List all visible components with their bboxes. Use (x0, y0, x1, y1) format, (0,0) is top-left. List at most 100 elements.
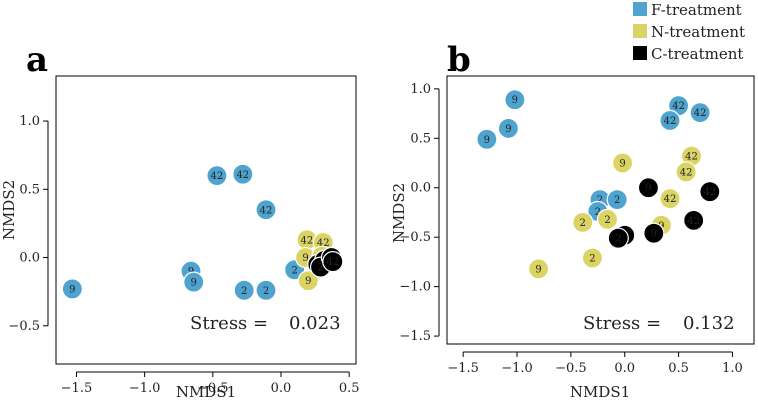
panel-a-point-f-treatment (255, 279, 277, 301)
panel-b-point-label: 9 (505, 124, 511, 135)
panel-b-point-c-treatment (607, 227, 629, 249)
panel-a-point-label: 2 (291, 265, 297, 276)
legend-swatch-n (633, 24, 647, 38)
panel-b-y-tick-label: 0.5 (410, 131, 431, 146)
panel-b-stress-label: Stress = (583, 313, 661, 334)
panel-b-point-c-treatment (643, 222, 665, 244)
panel-a-point-f-treatment (232, 163, 254, 185)
panel-a-point-label: 9 (191, 278, 197, 289)
panel-b-point-f-treatment (606, 189, 628, 211)
panel-a-plot-frame (55, 75, 357, 365)
panel-b: b −1.5 −1.0 −0.5 0.0 0.5 1.0 −1.5 −1.0 −0.5 0.0 0.… (390, 40, 755, 401)
panel-b-point-label: 9 (645, 183, 651, 194)
panel-a-points: 9994242422224242992294224242 (61, 163, 344, 301)
panel-b-axes: −1.5 −1.0 −0.5 0.0 0.5 1.0 −1.5 −1.0 −0.5 0.0 0.5 1… (399, 82, 742, 376)
panel-a-point-f-treatment (61, 278, 83, 300)
panel-a-axes: −1.5 −1.0 −0.5 0.0 0.5 −0.5 0.0 0.5 1.0 (8, 114, 359, 396)
panel-b-point-label: 9 (651, 229, 657, 240)
panel-a-point-n-treatment (297, 270, 319, 292)
panel-b-xlabel: NMDS1 (570, 383, 630, 401)
panel-b-point-n-treatment (527, 258, 550, 280)
panel-b-point-label: 42 (664, 194, 677, 205)
panel-a-ylabel: NMDS2 (0, 180, 18, 240)
panel-a-x-tick-label: 0.5 (339, 381, 360, 396)
panel-a-letter: a (26, 40, 48, 80)
panel-a-point-label: 42 (301, 235, 314, 246)
panel-b-point-n-treatment (572, 211, 594, 233)
legend-swatch-f (633, 2, 647, 16)
panel-a-x-tick-label: 0.0 (271, 381, 292, 396)
panel-b-point-label: 42 (672, 101, 685, 112)
panel-a-point-label: 42 (236, 170, 249, 181)
panel-b-points: 99942424222294242422292994242229 (476, 89, 721, 280)
panel-b-point-label: 2 (589, 253, 595, 264)
panel-b-point-label: 42 (680, 167, 693, 178)
panel-b-point-f-treatment (689, 101, 711, 124)
panel-b-point-label: 9 (619, 159, 625, 170)
panel-a-point-label: 9 (305, 276, 311, 287)
panel-a-point-f-treatment (255, 199, 277, 221)
panel-a-y-tick-label: 0.0 (19, 251, 40, 266)
panel-b-point-label: 2 (614, 195, 620, 206)
panel-b-point-label: 2 (604, 215, 610, 226)
panel-a-x-tick-label: −1.5 (61, 381, 93, 396)
legend-swatch-c (633, 46, 647, 60)
panel-b-x-tick-label: −0.5 (555, 361, 587, 376)
panel-b-point-n-treatment (611, 152, 634, 174)
panel-b-point-n-treatment (581, 247, 604, 269)
panel-a-y-tick-label: 0.5 (19, 182, 40, 197)
panel-b-point-label: 2 (597, 195, 603, 206)
panel-a-point-label: 9 (302, 253, 308, 264)
panel-a-y-tick-label: −0.5 (8, 319, 40, 334)
panel-b-ylabel: NMDS2 (390, 183, 408, 243)
panel-b-x-tick-label: 0.0 (614, 361, 635, 376)
panel-a-point-label: 2 (317, 263, 323, 274)
panel-b-point-f-treatment (476, 128, 498, 150)
panel-b-y-tick-label: 0.0 (410, 181, 431, 196)
panel-b-point-label: 2 (615, 234, 621, 245)
panel-a-point-label: 42 (326, 257, 339, 268)
panel-b-y-tick-label: 1.0 (410, 82, 431, 97)
panel-b-point-f-treatment (659, 109, 681, 132)
panel-a-xlabel: NMDS1 (176, 383, 236, 401)
panel-a-y-tick-label: 1.0 (19, 114, 40, 129)
panel-b-point-label: 9 (512, 95, 518, 106)
panel-b-point-label: 42 (685, 152, 698, 163)
panel-a-point-label: 2 (241, 286, 247, 297)
panel-b-y-tick-label: −0.5 (399, 230, 431, 245)
panel-b-plot-frame (446, 75, 755, 345)
panel-a-stress-label: Stress = (190, 313, 268, 334)
panel-a-point-label: 42 (211, 171, 224, 182)
panel-b-point-label: 42 (687, 216, 700, 227)
panel-a-point-label: 42 (317, 238, 330, 249)
panel-a-point-label: 9 (69, 284, 75, 295)
panel-b-y-tick-label: −1.0 (399, 280, 431, 295)
panel-a-point-label: 2 (263, 286, 269, 297)
panel-b-x-tick-label: −1.0 (501, 361, 533, 376)
panel-b-x-tick-label: 1.0 (722, 361, 743, 376)
panel-b-point-label: 9 (484, 135, 490, 146)
panel-a-point-f-treatment (183, 271, 205, 293)
panel-a-x-tick-label: −1.0 (129, 381, 161, 396)
panel-b-point-label: 2 (580, 218, 586, 229)
panel-b-letter: b (447, 40, 471, 80)
panel-b-y-tick-label: −1.5 (399, 329, 431, 344)
panel-b-stress-value: 0.132 (683, 313, 735, 334)
panel-b-point-label: 42 (703, 187, 716, 198)
panel-b-point-label: 2 (595, 207, 601, 218)
panel-b-point-label: 42 (694, 108, 707, 119)
panel-b-x-tick-label: −1.5 (447, 361, 479, 376)
panel-a-x-tick-label: −0.5 (197, 381, 229, 396)
panel-b-x-tick-label: 0.5 (668, 361, 689, 376)
panel-b-point-n-treatment (659, 188, 681, 210)
legend-label-n: N-treatment (651, 23, 745, 41)
panel-a-point-c-treatment (322, 251, 344, 273)
panel-b-point-c-treatment (637, 177, 660, 199)
legend: F-treatment N-treatment C-treatment (633, 1, 745, 63)
panel-a-point-f-treatment (206, 165, 228, 187)
panel-b-point-label: 42 (664, 116, 677, 127)
panel-b-point-label: 9 (535, 264, 541, 275)
legend-label-f: F-treatment (651, 1, 742, 19)
panel-b-point-c-treatment (699, 181, 721, 203)
